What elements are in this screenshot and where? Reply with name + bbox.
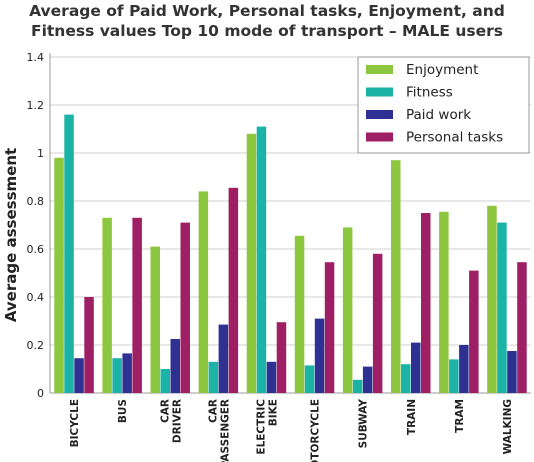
legend-label: Enjoyment — [406, 62, 478, 78]
bar-fitness — [256, 126, 267, 393]
legend-label: Personal tasks — [406, 130, 503, 146]
y-tick-label: 0.6 — [27, 243, 45, 256]
bar-fitness — [497, 222, 507, 393]
bar-personal-tasks — [132, 217, 142, 393]
y-tick-label: 0 — [37, 387, 44, 400]
legend-label: Fitness — [406, 85, 453, 101]
x-tick-label: BIKE — [267, 399, 279, 426]
x-tick-label: DRIVER — [171, 399, 183, 443]
bar-enjoyment — [150, 246, 160, 393]
bar-personal-tasks — [276, 322, 287, 393]
x-tick-label: PASSENGER — [219, 399, 231, 462]
bar-paid-work — [411, 342, 421, 393]
bar-fitness — [160, 369, 170, 393]
x-tick-label: CAR — [207, 399, 219, 423]
x-tick-label: WALKING — [502, 399, 514, 454]
bar-paid-work — [507, 351, 517, 393]
bar-personal-tasks — [324, 262, 335, 393]
bar-paid-work — [170, 339, 180, 393]
bar-enjoyment — [54, 157, 64, 393]
bar-enjoyment — [198, 191, 209, 393]
x-tick-label: BUS — [117, 399, 129, 423]
y-tick-label: 1.2 — [27, 99, 45, 112]
legend-swatch — [366, 110, 393, 119]
bar-paid-work — [122, 353, 132, 393]
x-tick-label: OTORCYCLE — [310, 399, 322, 462]
legend-swatch — [366, 87, 393, 97]
bar-personal-tasks — [469, 270, 479, 393]
y-axis-label: Average assessment — [2, 148, 20, 322]
bar-personal-tasks — [372, 253, 383, 393]
bar-personal-tasks — [517, 262, 527, 393]
bar-enjoyment — [487, 205, 497, 393]
bar-personal-tasks — [421, 213, 431, 393]
bar-personal-tasks — [180, 222, 190, 393]
chart-title-line-2: Fitness values Top 10 mode of transport … — [30, 22, 503, 40]
x-tick-label: TRAIN — [406, 399, 418, 435]
bar-fitness — [112, 358, 122, 393]
y-tick-label: 1.4 — [27, 51, 45, 64]
x-tick-label: SUBWAY — [358, 399, 370, 449]
y-tick-label: 1 — [37, 147, 44, 160]
bar-enjoyment — [294, 235, 305, 393]
bar-paid-work — [362, 366, 373, 393]
bar-paid-work — [218, 324, 229, 393]
bar-enjoyment — [391, 160, 401, 393]
legend-swatch — [366, 132, 393, 142]
bar-fitness — [449, 359, 459, 393]
bar-enjoyment — [439, 211, 449, 393]
y-tick-label: 0.8 — [27, 195, 45, 208]
bar-enjoyment — [342, 227, 353, 393]
bar-personal-tasks — [228, 187, 239, 393]
bar-paid-work — [459, 345, 469, 393]
legend-swatch — [366, 65, 393, 74]
x-tick-label: ELECTRIC — [255, 399, 267, 455]
bar-paid-work — [314, 318, 325, 393]
y-tick-label: 0.4 — [27, 291, 45, 304]
bar-enjoyment — [102, 217, 112, 393]
bar-fitness — [64, 114, 74, 393]
bar-fitness — [352, 379, 363, 393]
x-tick-label: CAR — [159, 399, 171, 423]
bar-fitness — [208, 361, 219, 393]
bar-paid-work — [266, 361, 277, 393]
bar-enjoyment — [246, 133, 257, 394]
x-tick-label: BICYCLE — [69, 399, 81, 447]
bar-fitness — [304, 365, 315, 393]
bar-paid-work — [74, 358, 84, 393]
bar-fitness — [401, 364, 411, 393]
y-tick-label: 0.2 — [27, 339, 45, 352]
bar-personal-tasks — [84, 297, 94, 393]
x-tick-label: TRAM — [454, 399, 466, 433]
legend-label: Paid work — [406, 107, 471, 123]
chart-title-line-1: Average of Paid Work, Personal tasks, En… — [29, 2, 505, 20]
